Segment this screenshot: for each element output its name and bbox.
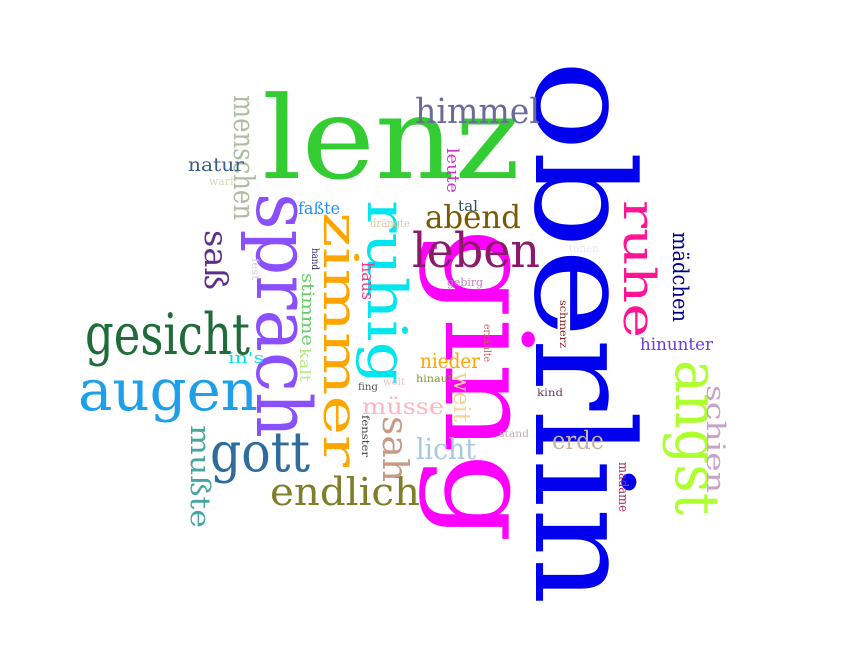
word-gesicht: gesicht — [85, 302, 250, 369]
word-leute: leute — [443, 148, 463, 193]
word-maedchen: mädchen — [668, 232, 692, 322]
word-erzaehlte: erzählte — [481, 324, 493, 362]
word-kind: kind — [537, 387, 563, 400]
word-fenster: fenster — [359, 415, 371, 457]
word-endlich: endlich — [270, 470, 420, 515]
word-augen: augen — [78, 358, 258, 425]
word-gebirg: gebirg — [447, 275, 483, 290]
word-tal: tal — [458, 197, 478, 216]
word-erde: erde — [552, 425, 604, 456]
word-sass: saß — [197, 230, 233, 290]
word-nieder: nieder — [420, 348, 480, 373]
word-schmerz: schmerz — [557, 300, 569, 348]
word-schien: schien — [701, 385, 730, 493]
word-toenen: tönen — [569, 241, 599, 256]
word-himmel: himmel — [415, 92, 540, 133]
word-stand: stand — [499, 428, 529, 441]
word-musste: mußte — [184, 425, 215, 528]
word-ruhe: ruhe — [613, 200, 664, 338]
word-sah: sah — [374, 416, 415, 482]
word-leben: leben — [412, 223, 540, 279]
word-ins: in's — [228, 349, 264, 368]
word-welt: welt — [383, 376, 405, 389]
word-hinunter: hinunter — [640, 335, 713, 356]
word-muesse: müsse — [362, 393, 444, 420]
word-abend: abend — [425, 200, 521, 237]
word-hinauf: hinauf — [416, 373, 452, 386]
word-stimme: stimme — [298, 273, 318, 346]
word-draengte: drängte — [370, 216, 410, 231]
word-kalt: kalt — [296, 348, 313, 382]
word-hand: hand — [309, 248, 321, 270]
word-lenz: lenz — [262, 72, 520, 206]
word-licht: licht — [416, 432, 476, 466]
word-madame: madame — [616, 462, 631, 512]
word-gott: gott — [210, 420, 310, 485]
word-haus: haus — [358, 262, 378, 300]
word-fing: fing — [358, 381, 378, 394]
word-fasste: faßte — [298, 199, 340, 220]
word-natur: natur — [188, 154, 244, 177]
word-warf: warf — [209, 174, 234, 189]
word-fest: fest — [249, 258, 261, 280]
